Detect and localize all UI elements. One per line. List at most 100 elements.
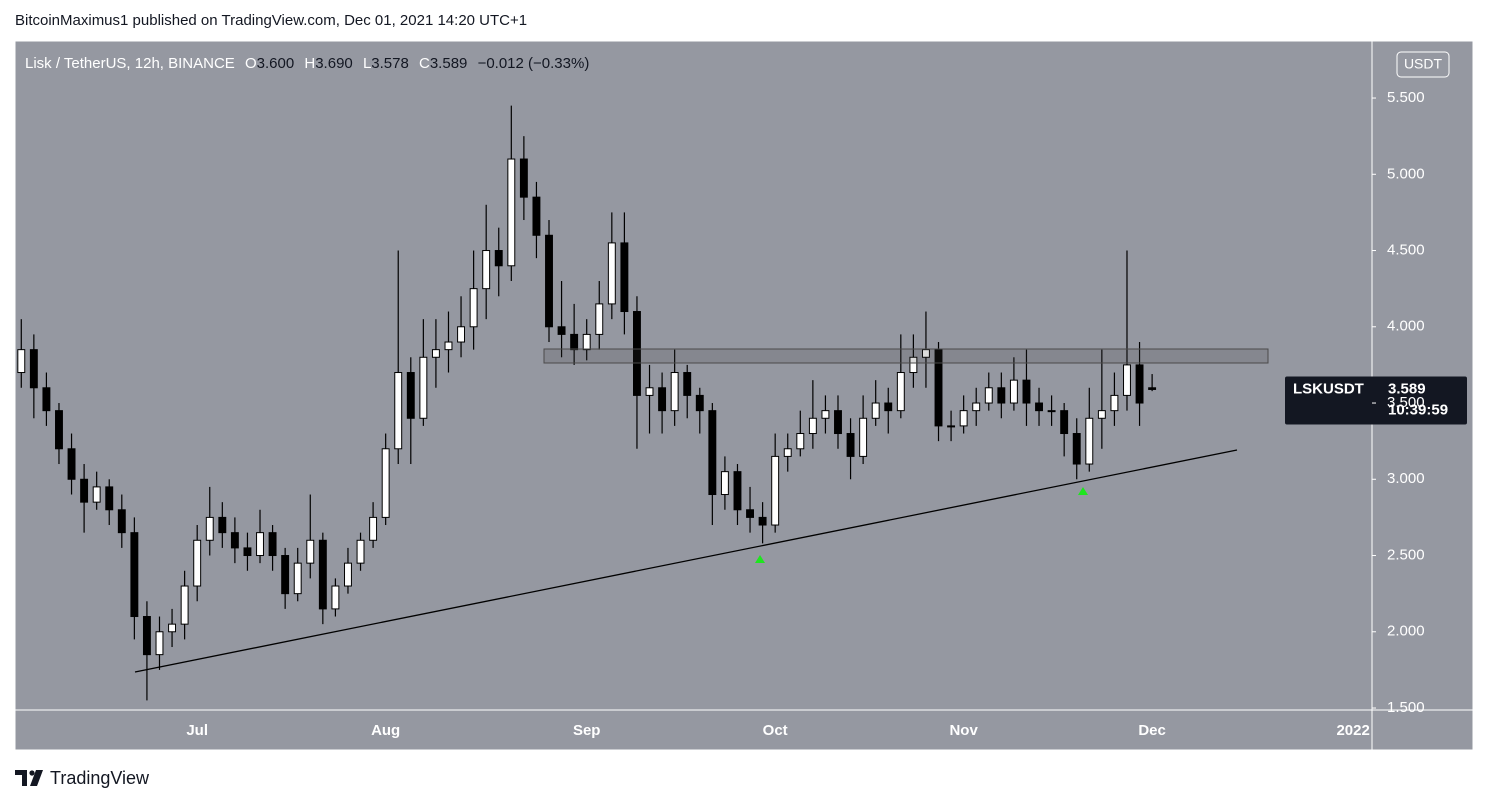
candle-body (670, 372, 679, 412)
resistance-zone (543, 348, 1269, 364)
ohlc-value: 3.690 (315, 55, 353, 72)
candle-body (683, 372, 692, 396)
drawings (134, 348, 1269, 673)
candle-body (42, 387, 51, 412)
candle-body (934, 349, 943, 427)
candle-body (633, 311, 641, 396)
candle-body (896, 372, 905, 412)
candle-body (168, 623, 177, 633)
ohlc-key: H (304, 55, 315, 72)
candle-body (884, 402, 893, 412)
candle-body (155, 631, 164, 656)
candle-body (306, 539, 315, 564)
ohlc-key: O (245, 55, 257, 72)
candle-body (1072, 433, 1081, 465)
y-tick-label: 1.500 (1387, 699, 1425, 716)
candle-body (494, 250, 503, 267)
candles (17, 105, 1157, 701)
currency-button[interactable] (1396, 51, 1450, 78)
brand-name: TradingView (50, 768, 150, 788)
candle-body (582, 333, 591, 351)
candle-body (218, 516, 227, 534)
x-tick-label: Sep (573, 722, 601, 739)
candle-body (92, 486, 101, 503)
candle-body (193, 539, 202, 587)
candle-body (268, 532, 277, 557)
y-tick-label: 5.000 (1387, 165, 1425, 182)
candle-body (834, 410, 842, 435)
candle-body (356, 539, 365, 564)
candle-body (1009, 379, 1018, 404)
last-price-badge: LSKUSDT 3.589 10:39:59 (1285, 376, 1467, 425)
candle-body (557, 326, 566, 335)
candle-body (29, 349, 38, 389)
candle-body (746, 509, 754, 518)
candle-body (457, 326, 466, 343)
y-tick-label: 2.500 (1387, 546, 1425, 563)
candle-body (55, 410, 63, 450)
candle-body (256, 532, 264, 557)
last-price-box (1285, 376, 1467, 425)
candle-body (243, 547, 252, 557)
candle-body (720, 471, 729, 496)
candle-body (607, 242, 616, 305)
candle-body (431, 349, 440, 358)
candle-body (519, 158, 528, 198)
candle-body (469, 288, 478, 328)
candle-body (419, 356, 428, 419)
candle-body (281, 555, 290, 595)
candle-body (846, 433, 855, 457)
support-trendline (134, 449, 1238, 673)
ohlc-key: C (419, 55, 430, 72)
candle-body (921, 349, 930, 358)
candle-body (117, 509, 126, 534)
candle-body (1035, 402, 1043, 412)
support-marker (1078, 487, 1088, 495)
symbol-legend: Lisk / TetherUS, 12h, BINANCE O3.600 H3.… (25, 55, 589, 72)
candle-body (406, 372, 415, 419)
candle-body (783, 448, 792, 457)
candle-body (1123, 364, 1131, 396)
candle-body (620, 242, 629, 313)
x-tick-label: Oct (763, 722, 788, 739)
candle-body (344, 562, 352, 587)
candle-body (959, 410, 968, 427)
candle-body (444, 341, 453, 351)
currency-label[interactable]: USDT (1404, 56, 1443, 72)
candle-body (331, 585, 340, 610)
candle-body (909, 356, 918, 374)
candle-body (1110, 394, 1119, 412)
candle-body (658, 387, 667, 412)
y-tick-label: 2.000 (1387, 623, 1425, 640)
candle-body (708, 410, 717, 496)
support-marker (755, 555, 765, 563)
candle-body (230, 532, 239, 549)
candle-body (545, 234, 553, 328)
candle-body (972, 402, 981, 412)
candle-body (645, 387, 654, 396)
candle-body (771, 455, 780, 526)
candle-body (394, 372, 403, 450)
candle-body (507, 158, 516, 267)
candle-body (595, 303, 604, 335)
last-price-symbol: LSKUSDT (1293, 380, 1364, 397)
symbol-title: Lisk / TetherUS, 12h, BINANCE (25, 55, 235, 72)
change-value: −0.012 (−0.33%) (478, 55, 590, 72)
candle-body (695, 394, 704, 412)
candle-body (381, 448, 390, 518)
candle-body (947, 425, 956, 428)
ohlc-value: 3.600 (257, 55, 295, 72)
candle-body (205, 516, 214, 541)
y-tick-label: 4.500 (1387, 241, 1425, 258)
candle-body (1148, 387, 1157, 390)
candle-body (142, 616, 151, 656)
y-tick-label: 3.000 (1387, 470, 1425, 487)
ohlc-key: L (363, 55, 371, 72)
candle-body (796, 433, 805, 450)
bar-countdown: 10:39:59 (1388, 401, 1448, 418)
candle-body (80, 478, 89, 503)
candle-body (733, 471, 742, 511)
candle-body (130, 532, 139, 618)
y-tick-label: 5.500 (1387, 89, 1425, 106)
